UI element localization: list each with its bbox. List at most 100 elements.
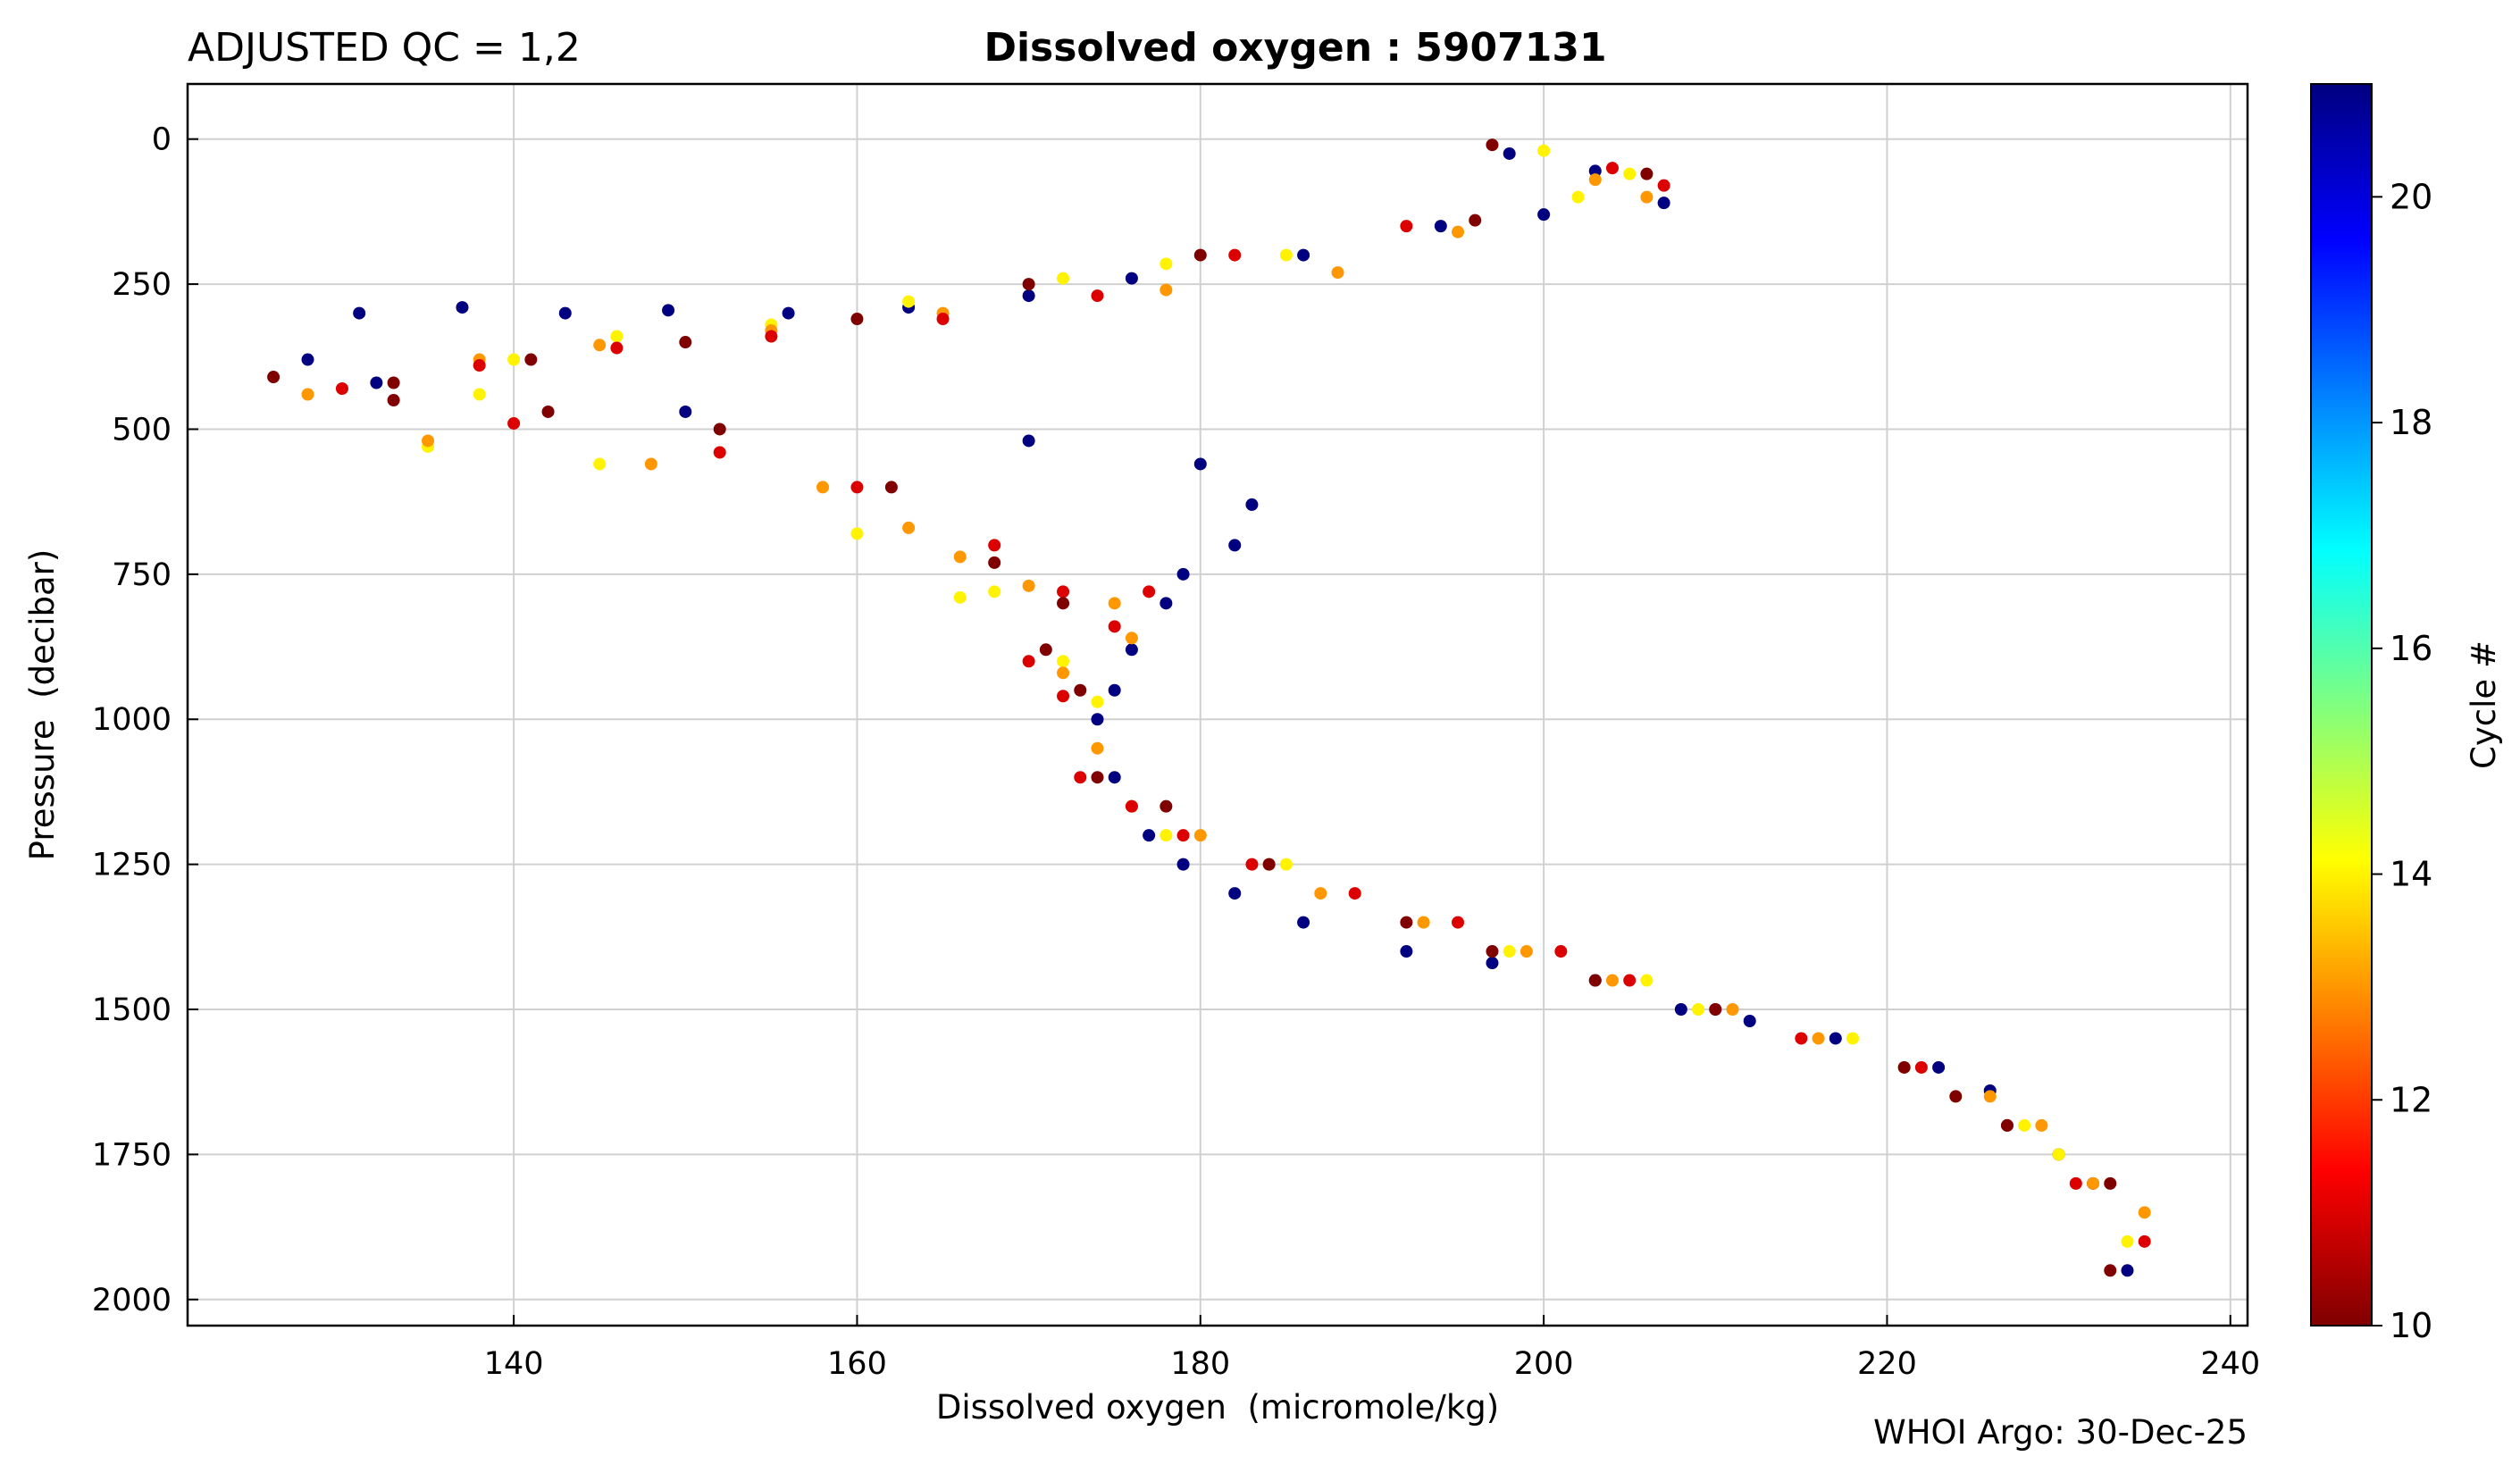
data-point xyxy=(988,539,1001,552)
x-tick-label: 180 xyxy=(1170,1346,1230,1382)
x-tick-label: 140 xyxy=(484,1346,544,1382)
data-point xyxy=(884,481,898,494)
data-point xyxy=(456,301,469,314)
data-point xyxy=(1176,829,1190,842)
colorbar: 10 12 14 16 18 20 Cycle # xyxy=(2310,83,2503,1345)
data-point xyxy=(1846,1032,1860,1045)
data-point xyxy=(1228,539,1242,552)
data-point xyxy=(1486,957,1499,970)
data-point xyxy=(1039,643,1052,657)
data-point xyxy=(2121,1234,2134,1248)
data-point xyxy=(2035,1118,2048,1132)
data-point xyxy=(1434,220,1447,233)
data-point xyxy=(1914,1060,1928,1074)
data-point xyxy=(1829,1032,1842,1045)
data-point xyxy=(1709,1003,1722,1017)
colorbar-ticks: 10 12 14 16 18 20 xyxy=(2372,177,2432,1345)
data-point xyxy=(422,434,435,448)
data-point xyxy=(1400,220,1413,233)
data-point xyxy=(1091,771,1104,784)
data-point xyxy=(1125,643,1138,657)
data-point xyxy=(1228,248,1242,262)
data-point xyxy=(2052,1148,2065,1161)
data-point xyxy=(1228,887,1242,900)
data-point xyxy=(1074,683,1087,697)
colorbar-tick-label: 18 xyxy=(2390,403,2432,442)
data-point xyxy=(1160,283,1173,297)
data-point xyxy=(387,393,400,406)
data-point xyxy=(1091,289,1104,303)
data-point xyxy=(1623,167,1637,180)
data-point xyxy=(713,423,726,436)
data-point xyxy=(1588,974,1602,987)
data-point xyxy=(1160,257,1173,271)
data-point xyxy=(2138,1206,2151,1219)
data-point xyxy=(1983,1090,1997,1103)
data-point xyxy=(1125,272,1138,285)
data-point xyxy=(902,295,916,308)
colorbar-gradient xyxy=(2310,83,2373,1327)
data-point xyxy=(1400,945,1413,958)
data-point xyxy=(387,376,400,389)
colorbar-tick-label: 20 xyxy=(2390,177,2432,216)
data-point xyxy=(1262,858,1276,871)
data-point xyxy=(507,416,521,430)
data-point xyxy=(1108,771,1121,784)
data-point xyxy=(936,313,950,326)
data-point xyxy=(541,405,555,418)
data-point xyxy=(1897,1060,1911,1074)
x-axis-label: Dissolved oxygen (micromole/kg) xyxy=(936,1388,1499,1427)
y-tick-label: 750 xyxy=(112,557,172,593)
data-point xyxy=(1022,434,1035,448)
data-point xyxy=(662,304,675,317)
data-point xyxy=(765,330,778,343)
y-axis-ticks: 0 250 500 750 1000 1250 1500 1750 2000 xyxy=(92,122,198,1318)
data-point xyxy=(1503,945,1516,958)
y-axis-label: Pressure (decibar) xyxy=(23,549,62,861)
colorbar-label: Cycle # xyxy=(2465,640,2503,769)
data-point xyxy=(593,339,607,352)
data-point xyxy=(1057,272,1070,285)
data-point xyxy=(1074,771,1087,784)
data-point xyxy=(524,353,538,366)
data-point xyxy=(1503,146,1516,160)
data-point xyxy=(1348,887,1361,900)
data-point xyxy=(1486,138,1499,152)
data-point xyxy=(370,376,383,389)
data-point xyxy=(301,353,314,366)
data-point xyxy=(1160,829,1173,842)
y-tick-label: 2000 xyxy=(92,1283,172,1318)
data-point xyxy=(713,446,726,459)
data-point xyxy=(1279,248,1293,262)
colorbar-tick-label: 12 xyxy=(2390,1080,2432,1119)
data-point xyxy=(1588,173,1602,187)
data-point xyxy=(1795,1032,1808,1045)
data-point xyxy=(988,585,1001,598)
y-tick-label: 1500 xyxy=(92,992,172,1028)
y-tick-label: 1000 xyxy=(92,702,172,738)
data-point xyxy=(1108,597,1121,610)
x-tick-label: 160 xyxy=(827,1346,887,1382)
data-point xyxy=(1022,579,1035,592)
data-point xyxy=(1143,829,1156,842)
data-point xyxy=(1520,945,1533,958)
qc-label: ADJUSTED QC = 1,2 xyxy=(188,25,581,71)
data-point xyxy=(2087,1176,2100,1190)
data-point xyxy=(1743,1014,1756,1027)
data-point xyxy=(267,371,280,384)
data-point xyxy=(1554,945,1568,958)
data-point xyxy=(1091,695,1104,708)
data-point xyxy=(353,306,366,320)
data-point xyxy=(1657,197,1670,210)
y-tick-label: 500 xyxy=(112,412,172,448)
data-point xyxy=(2121,1264,2134,1277)
data-point xyxy=(1022,278,1035,291)
data-point xyxy=(2018,1118,2031,1132)
y-tick-label: 1250 xyxy=(92,848,172,883)
colorbar-tick-label: 14 xyxy=(2390,855,2432,894)
data-point xyxy=(1091,713,1104,726)
data-point xyxy=(2104,1264,2117,1277)
data-point xyxy=(679,405,692,418)
data-point xyxy=(1160,799,1173,813)
